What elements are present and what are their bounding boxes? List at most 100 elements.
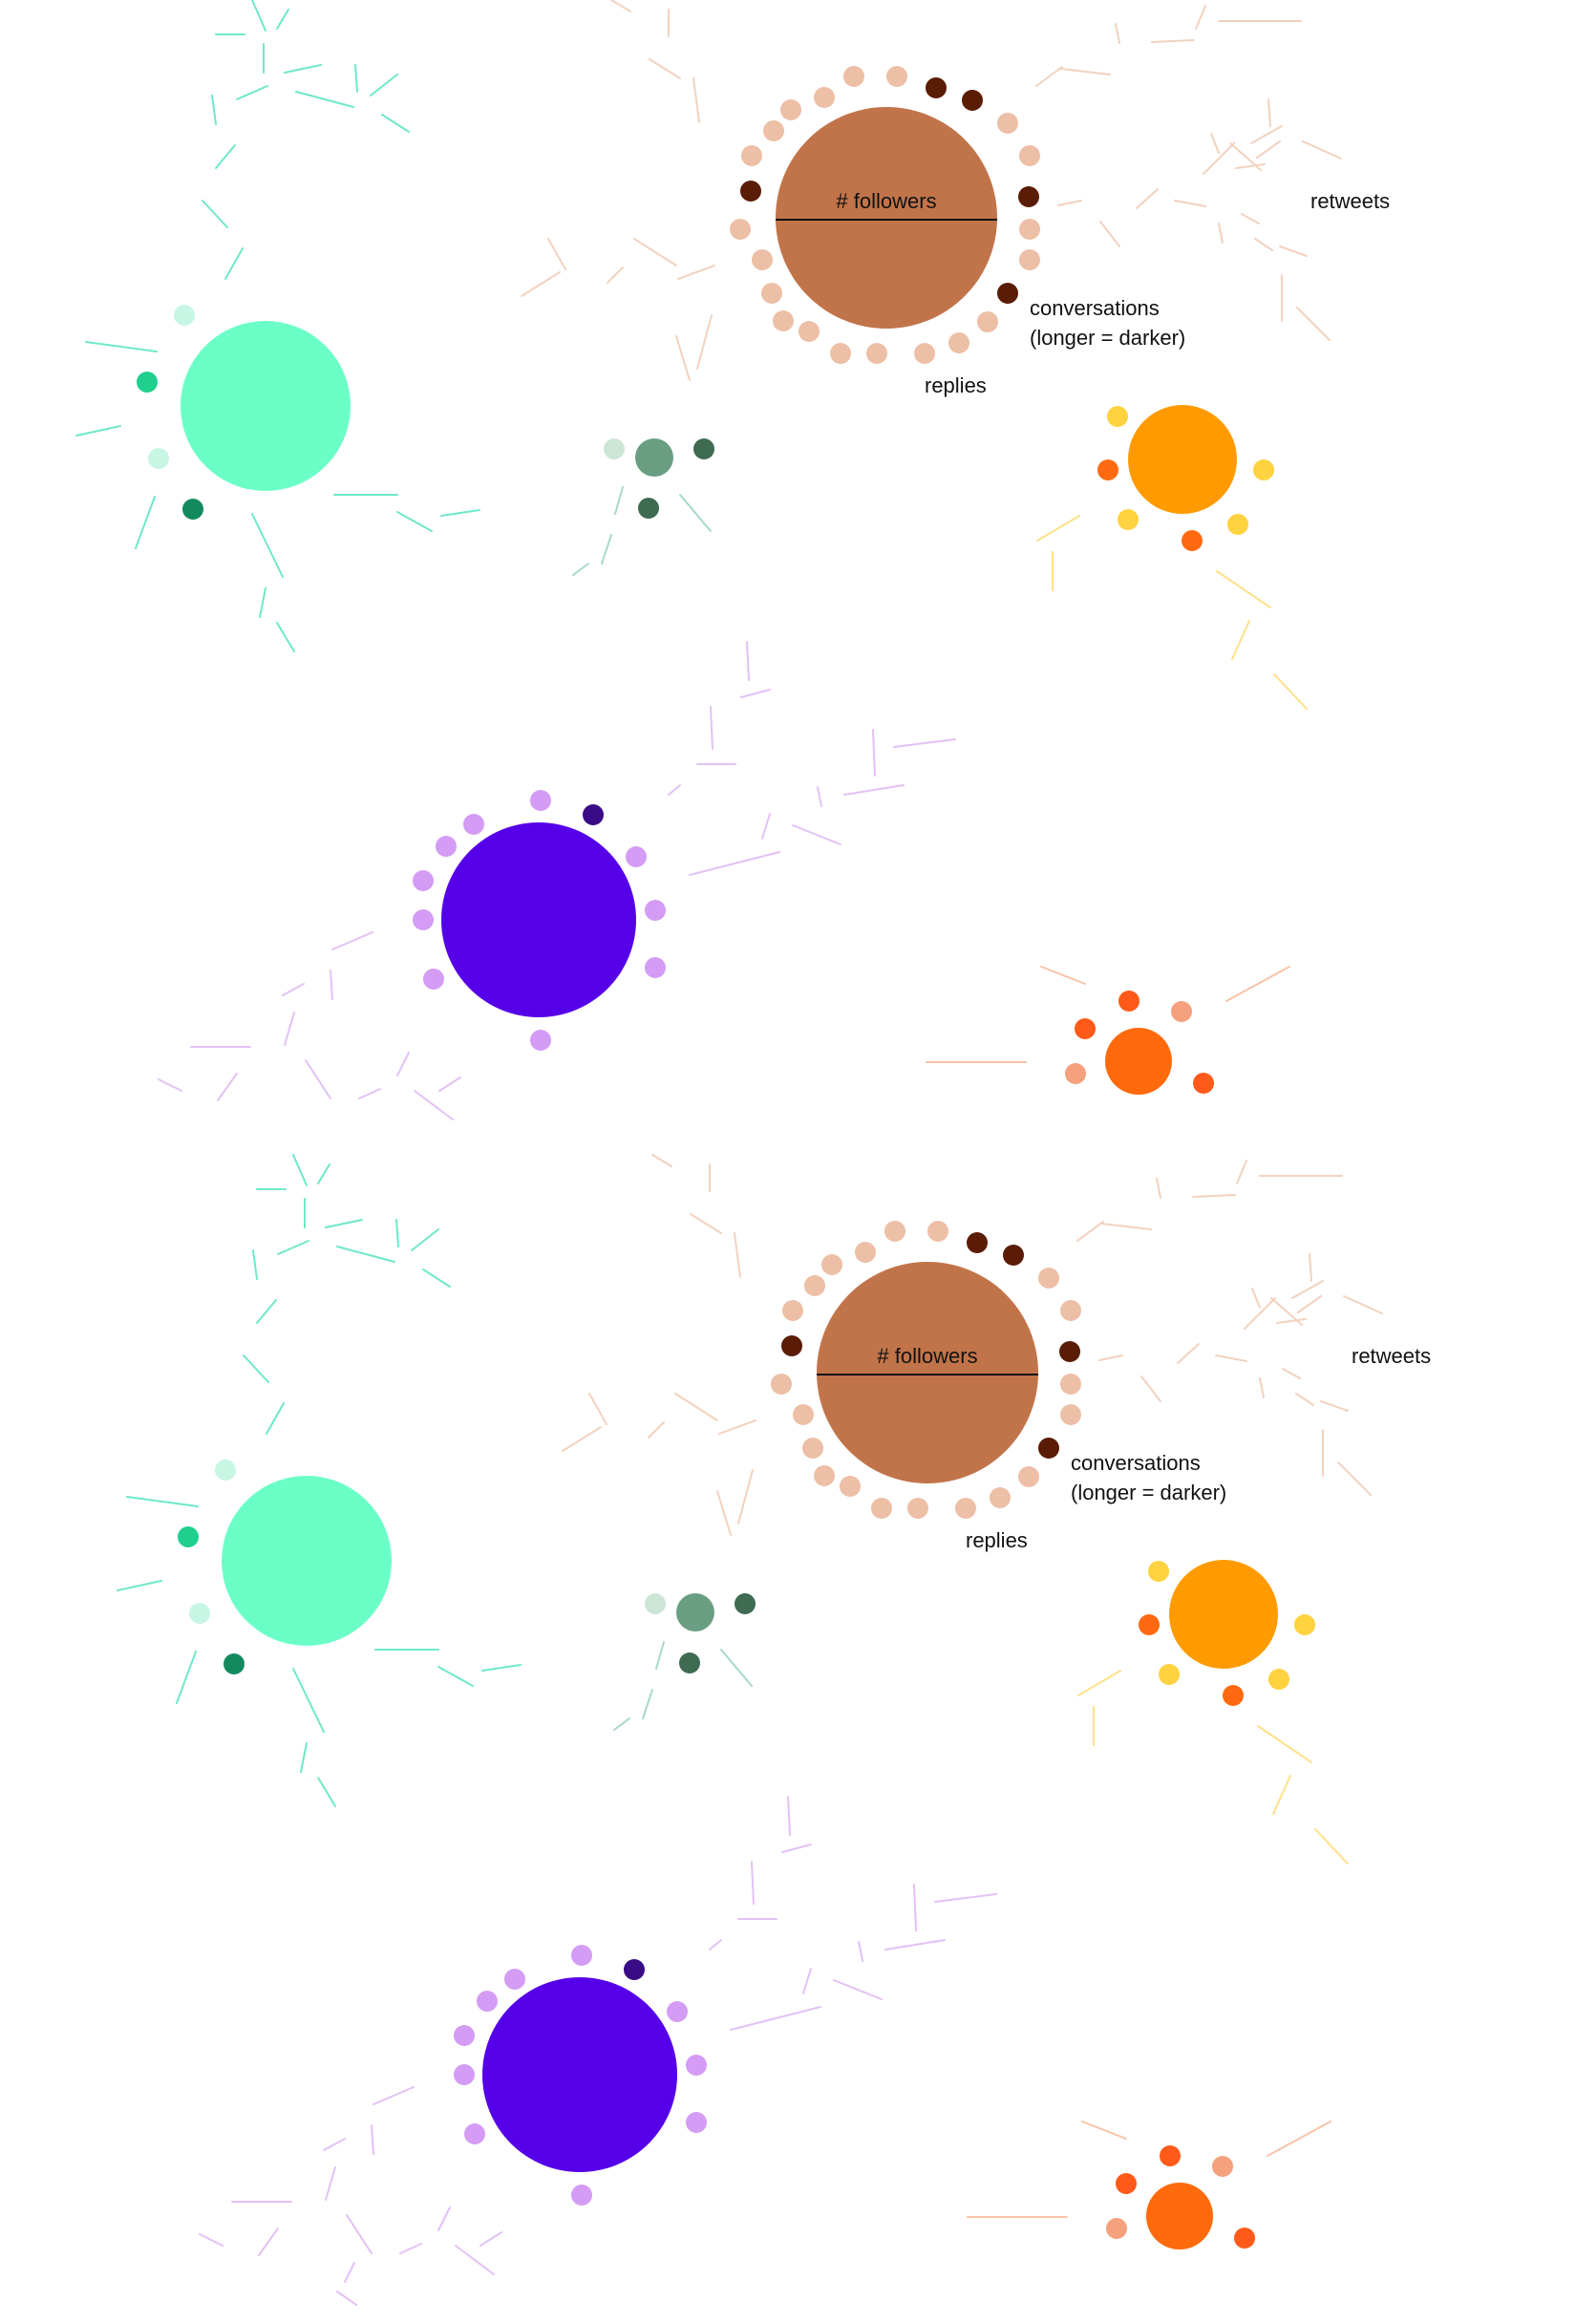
reply-dot <box>645 1593 666 1614</box>
violet-followers-bubble <box>441 822 636 1017</box>
retweet-stroke <box>690 1213 722 1234</box>
retweet-stroke <box>396 511 433 532</box>
violet-retweets <box>158 641 956 1120</box>
retweet-stroke <box>740 689 771 698</box>
retweet-stroke <box>331 931 373 950</box>
retweet-stroke <box>215 144 236 169</box>
retweet-stroke <box>75 425 121 437</box>
reply-dot <box>1106 2218 1127 2239</box>
amber-retweets <box>1036 515 1308 710</box>
reply-dot-long <box>137 372 158 393</box>
retweet-stroke <box>346 2214 373 2254</box>
reply-dot-long <box>1018 186 1039 207</box>
replies-label: replies <box>966 1528 1028 1552</box>
reply-dot <box>866 343 887 364</box>
retweet-stroke <box>817 786 822 807</box>
retweet-stroke <box>884 1939 946 1951</box>
retweet-stroke <box>1218 223 1224 244</box>
retweet-stroke <box>737 1469 754 1524</box>
reply-dot <box>530 790 551 811</box>
reply-dot-long <box>1223 1685 1244 1706</box>
reply-dot <box>1253 459 1274 480</box>
reply-dot-long <box>997 283 1018 304</box>
retweet-stroke <box>1174 200 1206 207</box>
reply-dot <box>855 1242 876 1263</box>
reply-dot <box>814 1465 835 1486</box>
retweet-stroke <box>1279 245 1308 257</box>
tangerine-retweets <box>967 2121 1331 2218</box>
amber-replies <box>1097 406 1274 551</box>
retweet-stroke <box>1035 66 1063 87</box>
retweet-stroke <box>1225 966 1290 1002</box>
reply-dot-long <box>178 1526 199 1547</box>
reply-dot <box>948 332 969 353</box>
retweet-stroke <box>893 738 956 748</box>
mint-replies <box>178 1460 245 1674</box>
conversations-label: conversations <box>1071 1451 1201 1475</box>
retweet-stroke <box>284 1012 295 1046</box>
retweet-stroke <box>562 1426 602 1452</box>
retweet-stroke <box>211 95 217 125</box>
reply-dot <box>782 1300 803 1321</box>
retweet-stroke <box>381 114 410 133</box>
retweet-stroke <box>1267 2121 1331 2157</box>
reply-dot-long <box>926 77 947 98</box>
retweet-stroke <box>1236 1160 1247 1184</box>
reply-dot <box>886 66 907 87</box>
retweet-stroke <box>354 64 358 93</box>
conversations-sublabel: (longer = darker) <box>1071 1481 1226 1504</box>
retweet-stroke <box>277 1240 309 1255</box>
retweet-stroke <box>1272 1775 1291 1815</box>
reply-dot <box>1018 1466 1039 1487</box>
retweet-stroke <box>668 784 681 796</box>
reply-dot <box>645 900 666 921</box>
reply-dot-long <box>1097 459 1118 480</box>
retweet-stroke <box>588 1393 607 1425</box>
reply-dot <box>804 1275 825 1296</box>
sage-replies <box>604 438 714 519</box>
reply-dot <box>413 870 434 891</box>
reply-dot-long <box>624 1959 645 1980</box>
sage-retweets <box>613 1641 753 1731</box>
reply-dot <box>1060 1404 1081 1425</box>
reply-dot-long <box>224 1653 245 1674</box>
reply-dot <box>174 305 195 326</box>
retweet-stroke <box>1302 140 1342 160</box>
retweet-stroke <box>336 2291 357 2306</box>
reply-dot <box>189 1603 210 1624</box>
retweet-stroke <box>1077 1670 1121 1696</box>
retweet-stroke <box>224 247 244 280</box>
reply-dot <box>436 836 457 857</box>
reply-dot-long <box>1075 1018 1096 1039</box>
brown-retweets <box>562 1154 1383 1536</box>
mint-replies <box>137 305 203 520</box>
retweet-stroke <box>317 1163 330 1184</box>
retweet-stroke <box>1291 1280 1324 1299</box>
retweet-stroke <box>675 335 691 381</box>
reply-dot <box>215 1460 236 1481</box>
retweet-stroke <box>1256 140 1281 159</box>
retweet-stroke <box>414 1090 454 1120</box>
retweet-stroke <box>1059 68 1111 75</box>
retweet-stroke <box>1241 213 1260 224</box>
reply-dot <box>840 1476 861 1497</box>
reply-dot <box>763 120 784 141</box>
retweet-stroke <box>1235 163 1266 169</box>
retweet-stroke <box>256 1299 277 1324</box>
retweet-stroke <box>1076 1221 1104 1242</box>
reply-dot-long <box>1038 1438 1059 1459</box>
retweet-stroke <box>1040 966 1086 985</box>
retweet-stroke <box>292 1154 308 1186</box>
retweet-stroke <box>479 2231 502 2247</box>
reply-dot <box>477 1991 498 2012</box>
reply-dot <box>752 249 773 270</box>
reply-dot <box>604 438 625 459</box>
conversations-sublabel: (longer = darker) <box>1030 326 1185 350</box>
retweet-stroke <box>325 1219 363 1228</box>
reply-dot-long <box>1234 2228 1255 2249</box>
retweet-stroke <box>258 2228 279 2256</box>
retweet-stroke <box>677 265 715 280</box>
reply-dot-long <box>735 1593 756 1614</box>
reply-dot-long <box>1116 2173 1137 2194</box>
retweet-stroke <box>438 1077 461 1092</box>
